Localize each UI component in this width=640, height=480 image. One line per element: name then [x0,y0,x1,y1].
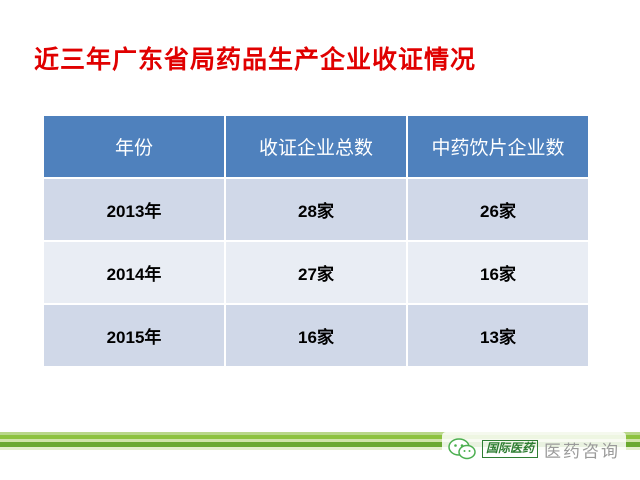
cell-tcm: 26家 [406,177,590,242]
cell-year: 2014年 [42,240,226,305]
footer-stripe [0,442,640,447]
table-row: 2015年 16家 13家 [42,303,590,368]
table-header-row: 年份 收证企业总数 中药饮片企业数 [42,114,590,179]
header-total-enterprises: 收证企业总数 [224,114,408,179]
footer-stripe [0,435,640,439]
footer-stripe [0,432,640,435]
watermark: 国际医药 医药咨询 [441,432,626,466]
header-tcm-enterprises: 中药饮片企业数 [406,114,590,179]
data-table: 年份 收证企业总数 中药饮片企业数 2013年 28家 26家 2014年 27… [42,114,590,368]
footer-stripes [0,432,640,480]
cell-tcm: 13家 [406,303,590,368]
footer-stripe [0,447,640,450]
cell-year: 2015年 [42,303,226,368]
header-year: 年份 [42,114,226,179]
cell-total: 28家 [224,177,408,242]
cell-year: 2013年 [42,177,226,242]
watermark-brand: 国际医药 [481,440,538,458]
cell-total: 27家 [224,240,408,305]
table-row: 2014年 27家 16家 [42,240,590,305]
slide-title: 近三年广东省局药品生产企业收证情况 [34,45,477,74]
table-row: 2013年 28家 26家 [42,177,590,242]
watermark-text: 医药咨询 [544,441,620,462]
cell-total: 16家 [224,303,408,368]
footer-stripe [0,439,640,442]
wechat-icon [448,438,476,460]
cell-tcm: 16家 [406,240,590,305]
